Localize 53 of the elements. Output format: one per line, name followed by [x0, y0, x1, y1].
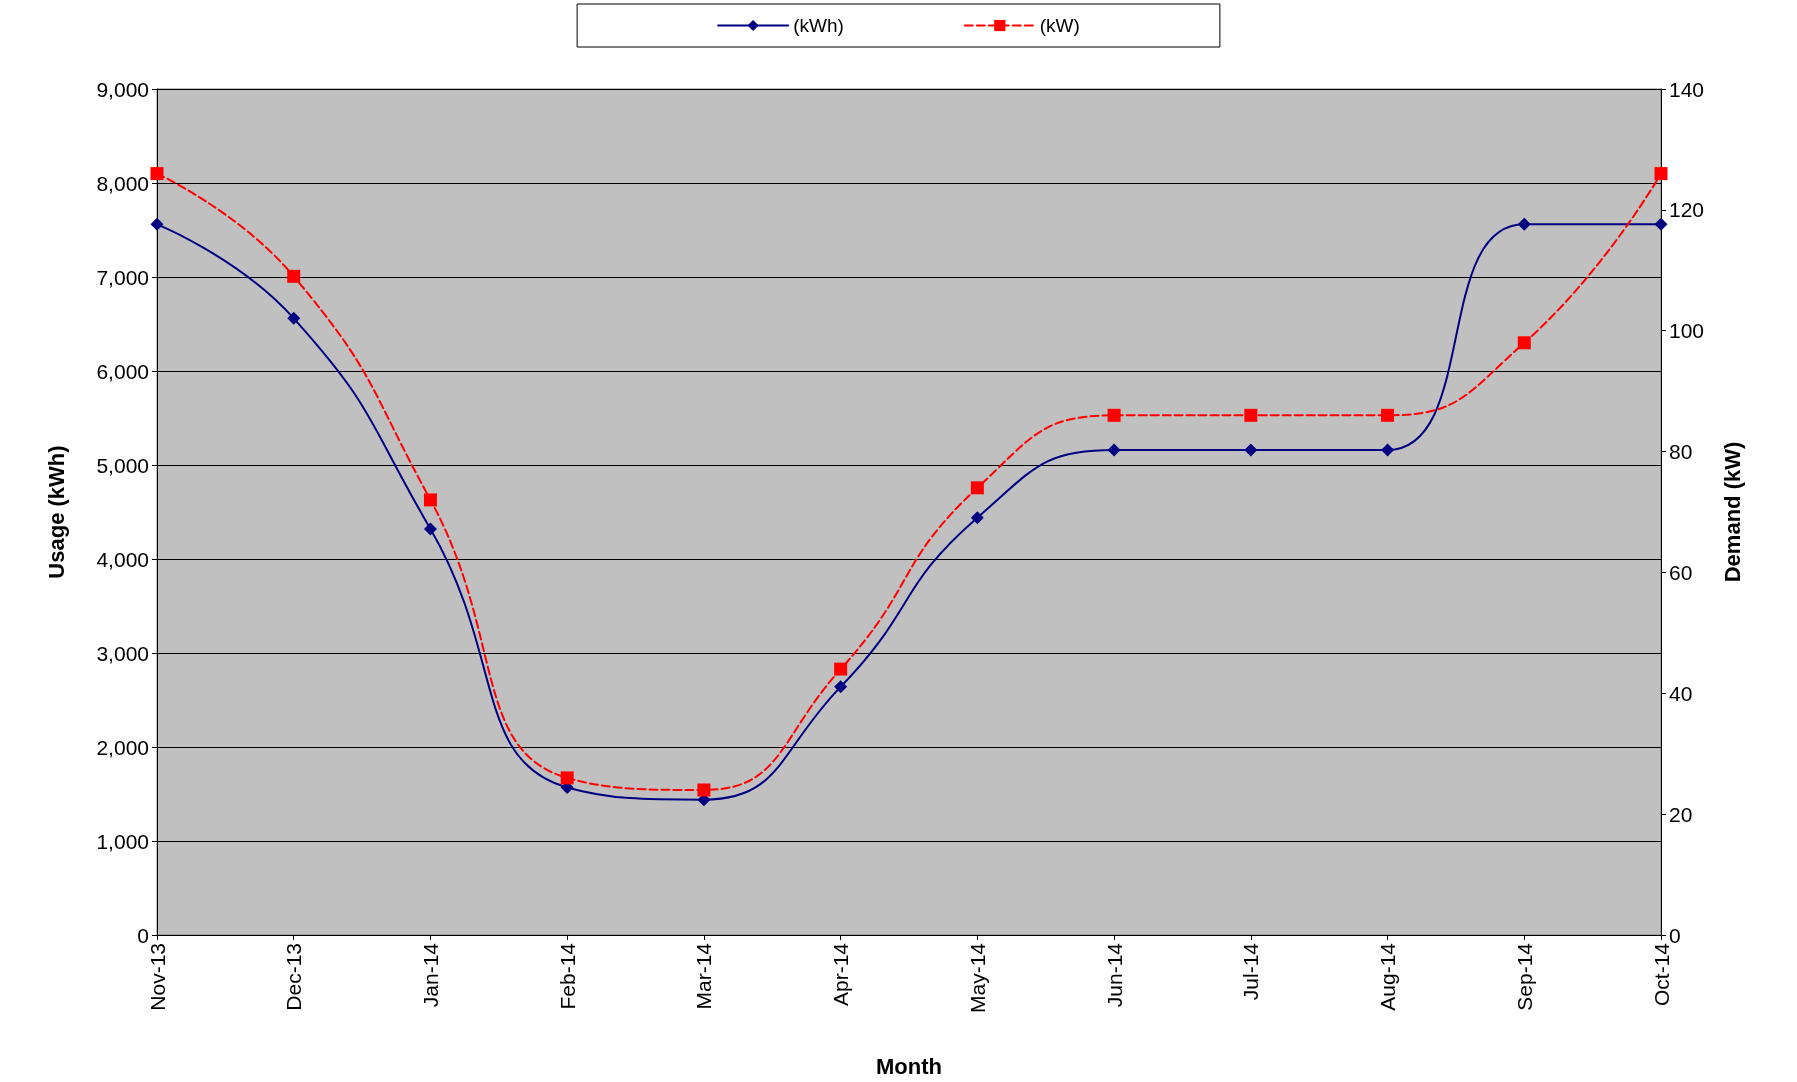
x-tick-label: Jul-14 — [1239, 942, 1263, 1001]
point — [697, 783, 711, 797]
point — [287, 311, 301, 325]
y2-tick-label: 140 — [1669, 77, 1705, 101]
y-tick-label: 6,000 — [96, 359, 149, 383]
legend-label: (kW) — [1039, 15, 1080, 36]
x-tick-label: Aug-14 — [1376, 942, 1400, 1011]
y2-tick-label: 100 — [1669, 319, 1705, 343]
point — [423, 522, 437, 536]
y-tick-label: 5,000 — [96, 453, 149, 477]
point — [1244, 443, 1258, 457]
y2-tick-label: 80 — [1669, 440, 1693, 464]
x-tick-label: Feb-14 — [555, 942, 579, 1010]
point — [1107, 408, 1121, 422]
y2-axis-title: Demand (kW) — [1719, 441, 1745, 583]
point — [1381, 443, 1395, 457]
point — [1107, 443, 1121, 457]
y-tick-label: 7,000 — [96, 265, 149, 289]
y-tick-label: 9,000 — [96, 77, 149, 101]
point — [1654, 167, 1668, 181]
point — [834, 662, 848, 676]
y2-tick-label: 40 — [1669, 681, 1693, 705]
point — [423, 493, 437, 507]
point — [150, 217, 164, 231]
x-tick-label: Jan-14 — [418, 942, 442, 1008]
x-tick-label: May-14 — [965, 942, 989, 1014]
x-tick-label: Apr-14 — [829, 942, 853, 1007]
point — [560, 771, 574, 785]
point — [970, 481, 984, 495]
y2-tick-label: 20 — [1669, 802, 1693, 826]
point — [1654, 217, 1668, 231]
legend-label: (kWh) — [793, 15, 844, 36]
x-tick-label: Dec-13 — [282, 943, 306, 1011]
y-axis-title: Usage (kWh) — [43, 445, 69, 579]
point — [1517, 336, 1531, 350]
point — [287, 269, 301, 283]
y-tick-label: 2,000 — [96, 735, 149, 759]
x-tick-label: Sep-14 — [1512, 942, 1536, 1011]
point — [150, 167, 164, 181]
x-tick-label: Jun-14 — [1102, 942, 1126, 1008]
point — [970, 511, 984, 525]
point — [1517, 217, 1531, 231]
point — [1381, 408, 1395, 422]
y-tick-label: 4,000 — [96, 547, 149, 571]
y2-tick-label: 60 — [1669, 560, 1693, 584]
y-tick-label: 8,000 — [96, 171, 149, 195]
x-axis-title: Month — [876, 1053, 942, 1079]
x-tick-label: Mar-14 — [692, 942, 716, 1010]
y-tick-label: 1,000 — [96, 829, 149, 853]
point — [834, 680, 848, 694]
y-tick-label: 3,000 — [96, 641, 149, 665]
y2-tick-label: 120 — [1669, 198, 1705, 222]
point — [1244, 408, 1258, 422]
